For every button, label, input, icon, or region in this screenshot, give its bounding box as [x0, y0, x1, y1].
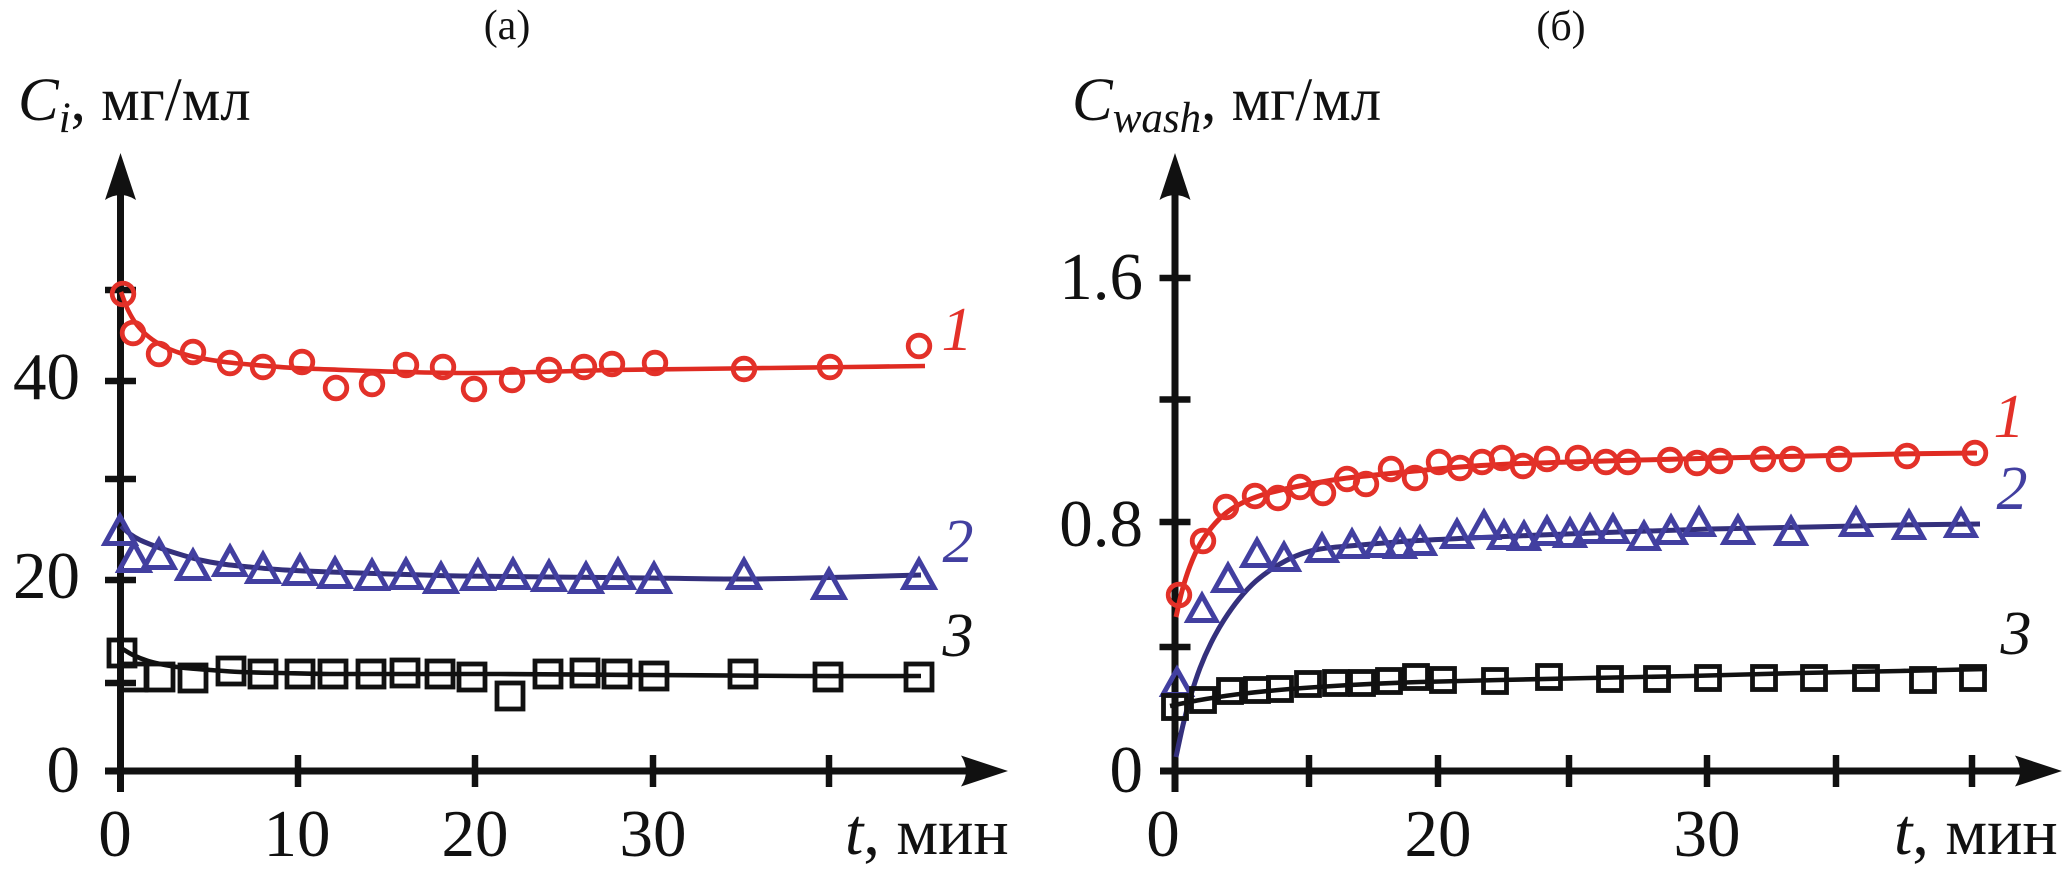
svg-text:Cwash, мг/мл: Cwash, мг/мл [1072, 67, 1381, 142]
svg-text:3: 3 [942, 602, 974, 670]
svg-text:30: 30 [1674, 797, 1741, 870]
svg-text:t, мин: t, мин [845, 796, 1009, 869]
svg-text:0: 0 [98, 797, 132, 870]
svg-text:40: 40 [13, 340, 80, 414]
svg-text:2: 2 [943, 508, 974, 576]
svg-text:(a): (a) [484, 3, 531, 49]
svg-text:0: 0 [47, 733, 81, 807]
svg-text:2: 2 [1997, 455, 2028, 523]
svg-text:0.8: 0.8 [1059, 487, 1143, 561]
svg-text:20: 20 [1405, 797, 1472, 870]
svg-text:t, мин: t, мин [1894, 796, 2058, 869]
svg-text:1: 1 [942, 296, 973, 364]
svg-text:30: 30 [620, 797, 687, 870]
svg-text:20: 20 [13, 539, 80, 613]
svg-text:(б): (б) [1536, 4, 1585, 50]
svg-text:0: 0 [1146, 797, 1180, 870]
svg-text:1: 1 [1994, 383, 2025, 451]
svg-text:0: 0 [1110, 733, 1144, 807]
svg-text:20: 20 [442, 797, 509, 870]
svg-text:Ci, мг/мл: Ci, мг/мл [18, 67, 251, 142]
svg-text:10: 10 [264, 797, 331, 870]
svg-text:1.6: 1.6 [1059, 240, 1143, 314]
svg-text:3: 3 [2000, 600, 2032, 668]
